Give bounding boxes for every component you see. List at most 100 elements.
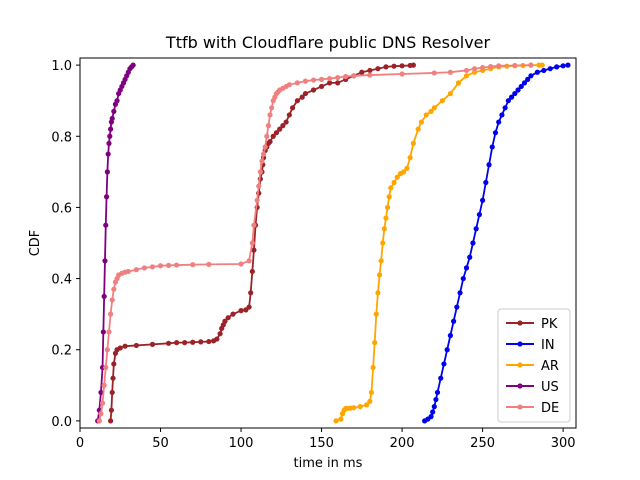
data-point-de xyxy=(488,63,494,70)
data-point-de xyxy=(108,311,114,317)
data-point-in xyxy=(438,375,444,381)
data-point-pk xyxy=(302,90,309,97)
data-point-in xyxy=(565,62,571,68)
ticks-layer: 0 50 100 150 200 250 300 0.0 0.2 0.4 0.6 0.8 1.0 xyxy=(51,59,575,451)
legend-swatch-marker xyxy=(517,383,523,389)
data-point-in xyxy=(473,226,479,232)
data-point-pk xyxy=(206,338,212,345)
data-point-de xyxy=(174,262,180,268)
data-point-in xyxy=(515,87,521,93)
data-point-us xyxy=(107,133,113,139)
data-point-de xyxy=(157,263,164,269)
data-point-pk xyxy=(249,268,255,275)
legend-item-us: US xyxy=(506,380,559,395)
data-point-pk xyxy=(108,418,114,424)
data-point-ar xyxy=(367,398,373,404)
legend-swatch-marker xyxy=(517,404,523,410)
data-point-in xyxy=(451,318,457,324)
data-point-in xyxy=(560,63,566,69)
data-point-us xyxy=(106,140,112,146)
data-point-de xyxy=(267,112,273,118)
data-point-pk xyxy=(280,123,286,129)
data-point-us xyxy=(111,108,117,114)
data-point-ar xyxy=(357,404,363,410)
data-point-de xyxy=(302,78,309,84)
data-point-in xyxy=(444,347,450,353)
x-tick-label: 250 xyxy=(470,436,495,451)
data-point-de xyxy=(165,262,172,269)
data-point-pk xyxy=(174,340,180,346)
data-point-de xyxy=(98,411,104,417)
data-point-de xyxy=(111,286,117,292)
data-point-pk xyxy=(335,80,341,86)
data-point-de xyxy=(335,74,341,81)
data-point-ar xyxy=(383,215,389,221)
data-point-in xyxy=(441,361,447,367)
legend-label: IN xyxy=(541,338,555,353)
data-point-de xyxy=(318,76,325,82)
data-point-pk xyxy=(359,69,365,75)
data-point-pk xyxy=(286,112,292,118)
data-point-in xyxy=(467,254,473,260)
data-point-pk xyxy=(277,126,283,132)
data-point-de xyxy=(327,76,333,82)
data-point-de xyxy=(246,258,252,264)
data-point-in xyxy=(499,112,505,118)
x-tick-label: 150 xyxy=(309,436,334,451)
data-point-pk xyxy=(122,343,128,349)
data-point-in xyxy=(521,80,528,86)
data-point-in xyxy=(480,197,486,203)
data-point-de xyxy=(251,222,257,228)
data-point-pk xyxy=(108,407,114,413)
data-point-de xyxy=(101,382,107,388)
series-ar xyxy=(333,62,545,424)
data-point-in xyxy=(508,94,515,100)
data-point-ar xyxy=(384,204,391,211)
data-point-de xyxy=(125,268,131,275)
data-point-in xyxy=(463,265,470,271)
data-point-ar xyxy=(428,108,434,114)
data-point-ar xyxy=(401,169,407,175)
data-point-pk xyxy=(246,304,252,310)
legend-item-pk: PK xyxy=(506,317,558,332)
data-point-in xyxy=(525,76,531,82)
data-point-de xyxy=(496,63,502,69)
data-point-de xyxy=(471,66,478,72)
data-point-us xyxy=(98,389,104,396)
data-point-in xyxy=(454,304,460,310)
data-point-pk xyxy=(111,361,117,367)
data-point-ar xyxy=(372,340,378,346)
data-point-ar xyxy=(431,105,437,111)
data-point-pk xyxy=(267,139,273,145)
data-point-de xyxy=(264,133,270,139)
legend-label: PK xyxy=(541,317,558,332)
data-point-pk xyxy=(248,290,254,296)
data-point-pk xyxy=(327,80,333,86)
data-point-us xyxy=(109,115,115,122)
data-point-de xyxy=(431,70,437,76)
data-point-in xyxy=(428,414,434,420)
data-point-pk xyxy=(410,62,416,68)
series-us xyxy=(95,62,136,424)
data-point-us xyxy=(101,293,107,299)
data-point-pk xyxy=(117,345,123,351)
data-point-pk xyxy=(399,63,405,69)
data-point-ar xyxy=(394,174,400,180)
data-point-ar xyxy=(471,69,478,75)
data-point-de xyxy=(141,265,148,271)
data-point-us xyxy=(114,98,120,104)
data-point-pk xyxy=(222,318,228,324)
data-point-pk xyxy=(110,375,116,381)
data-point-de xyxy=(249,240,255,246)
data-point-in xyxy=(447,332,453,339)
data-point-pk xyxy=(230,311,236,317)
legend: PK IN AR US DE xyxy=(497,308,571,423)
data-point-in xyxy=(486,162,492,168)
y-tick-label: 0.8 xyxy=(51,130,72,145)
data-point-in xyxy=(489,144,495,150)
data-point-pk xyxy=(109,389,115,396)
data-point-ar xyxy=(380,240,386,246)
data-point-ar xyxy=(439,98,445,104)
data-point-in xyxy=(483,179,489,186)
data-point-pk xyxy=(217,331,223,337)
